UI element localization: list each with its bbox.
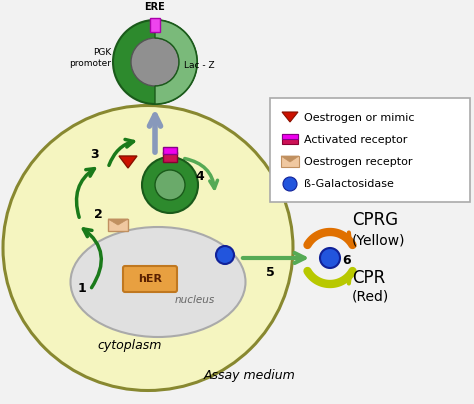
- Ellipse shape: [3, 105, 293, 391]
- Text: (Yellow): (Yellow): [352, 233, 405, 247]
- Text: nucleus: nucleus: [175, 295, 215, 305]
- Polygon shape: [119, 156, 137, 168]
- Text: 6: 6: [342, 253, 351, 267]
- Bar: [150, 18, 160, 32]
- Polygon shape: [108, 219, 128, 225]
- Polygon shape: [282, 112, 298, 122]
- Text: Activated receptor: Activated receptor: [304, 135, 407, 145]
- Text: CPRG: CPRG: [352, 211, 398, 229]
- Text: ß-Galactosidase: ß-Galactosidase: [304, 179, 394, 189]
- Text: Oestrogen or mimic: Oestrogen or mimic: [304, 113, 414, 123]
- Circle shape: [283, 177, 297, 191]
- Polygon shape: [281, 156, 299, 162]
- Text: Oestrogen receptor: Oestrogen receptor: [304, 157, 412, 167]
- Text: Assay medium: Assay medium: [204, 368, 296, 381]
- Text: 1: 1: [78, 282, 86, 295]
- Circle shape: [131, 38, 179, 86]
- Bar: [163, 152, 177, 162]
- Circle shape: [142, 157, 198, 213]
- Text: 4: 4: [196, 170, 204, 183]
- Text: Lac - Z: Lac - Z: [184, 61, 215, 71]
- Text: 3: 3: [91, 149, 100, 162]
- Circle shape: [216, 246, 234, 264]
- Text: 5: 5: [265, 265, 274, 278]
- Text: CPR: CPR: [352, 269, 385, 287]
- FancyBboxPatch shape: [270, 98, 470, 202]
- Text: hER: hER: [138, 274, 162, 284]
- Circle shape: [320, 248, 340, 268]
- Bar: [163, 147, 177, 154]
- Bar: [282, 134, 298, 144]
- FancyBboxPatch shape: [123, 266, 177, 292]
- Circle shape: [113, 20, 197, 104]
- Text: 2: 2: [94, 208, 102, 221]
- Text: cytoplasm: cytoplasm: [98, 339, 162, 351]
- Bar: [281, 156, 299, 167]
- Text: PGK
promoter: PGK promoter: [69, 48, 111, 68]
- Wedge shape: [155, 20, 197, 104]
- Bar: [282, 134, 298, 139]
- Text: ERE: ERE: [145, 2, 165, 12]
- Text: (Red): (Red): [352, 289, 389, 303]
- Circle shape: [155, 170, 185, 200]
- Ellipse shape: [71, 227, 246, 337]
- Bar: [108, 219, 128, 231]
